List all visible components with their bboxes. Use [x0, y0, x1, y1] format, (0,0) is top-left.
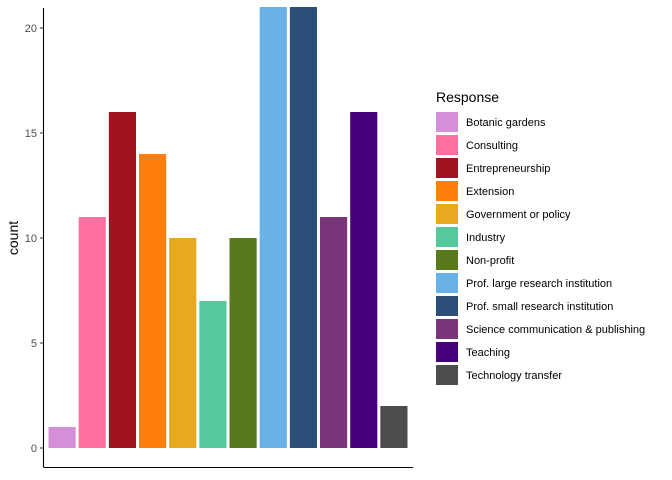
legend-label-1: Botanic gardens: [466, 117, 546, 129]
legend-key-8: [436, 273, 458, 293]
bar-5: [169, 238, 197, 448]
legend-label-2: Consulting: [466, 140, 518, 152]
bar-4: [139, 154, 167, 448]
legend-label-3: Entrepreneurship: [466, 163, 550, 175]
y-tick-label: 0: [31, 443, 37, 455]
legend-key-5: [436, 204, 458, 224]
bar-3: [108, 112, 136, 448]
bar-10: [320, 217, 348, 448]
legend-key-10: [436, 319, 458, 339]
legend-label-5: Government or policy: [466, 209, 571, 221]
y-axis: 0 5 10 15 20: [25, 23, 44, 455]
y-tick-label: 20: [25, 23, 37, 35]
legend-label-11: Teaching: [466, 347, 510, 359]
legend-label-6: Industry: [466, 232, 506, 244]
bar-8: [259, 7, 287, 448]
bar-6: [199, 301, 227, 448]
legend-key-4: [436, 181, 458, 201]
legend-key-11: [436, 342, 458, 362]
legend-label-8: Prof. large research institution: [466, 278, 612, 290]
y-tick-label: 5: [31, 338, 37, 350]
bar-2: [78, 217, 106, 448]
legend-key-1: [436, 112, 458, 132]
legend-label-10: Science communication & publishing: [466, 324, 645, 336]
legend-title: Response: [436, 89, 499, 105]
bar-12: [380, 406, 408, 448]
legend-key-3: [436, 158, 458, 178]
bar-11: [350, 112, 378, 448]
y-tick-label: 10: [25, 233, 37, 245]
bars-group: [48, 7, 408, 448]
legend-key-6: [436, 227, 458, 247]
bar-9: [289, 7, 317, 448]
y-axis-title: count: [5, 221, 21, 255]
legend-label-4: Extension: [466, 186, 514, 198]
legend-key-7: [436, 250, 458, 270]
legend-items: Botanic gardens Consulting Entrepreneurshi…: [436, 112, 645, 385]
legend-key-12: [436, 365, 458, 385]
bar-1: [48, 427, 76, 448]
legend-label-9: Prof. small research institution: [466, 301, 613, 313]
bar-7: [229, 238, 257, 448]
y-tick-label: 15: [25, 128, 37, 140]
legend-label-7: Non-profit: [466, 255, 514, 267]
legend: Response Botanic gardens Consulting Entrep…: [436, 89, 645, 385]
legend-key-9: [436, 296, 458, 316]
legend-key-2: [436, 135, 458, 155]
legend-label-12: Technology transfer: [466, 370, 562, 382]
